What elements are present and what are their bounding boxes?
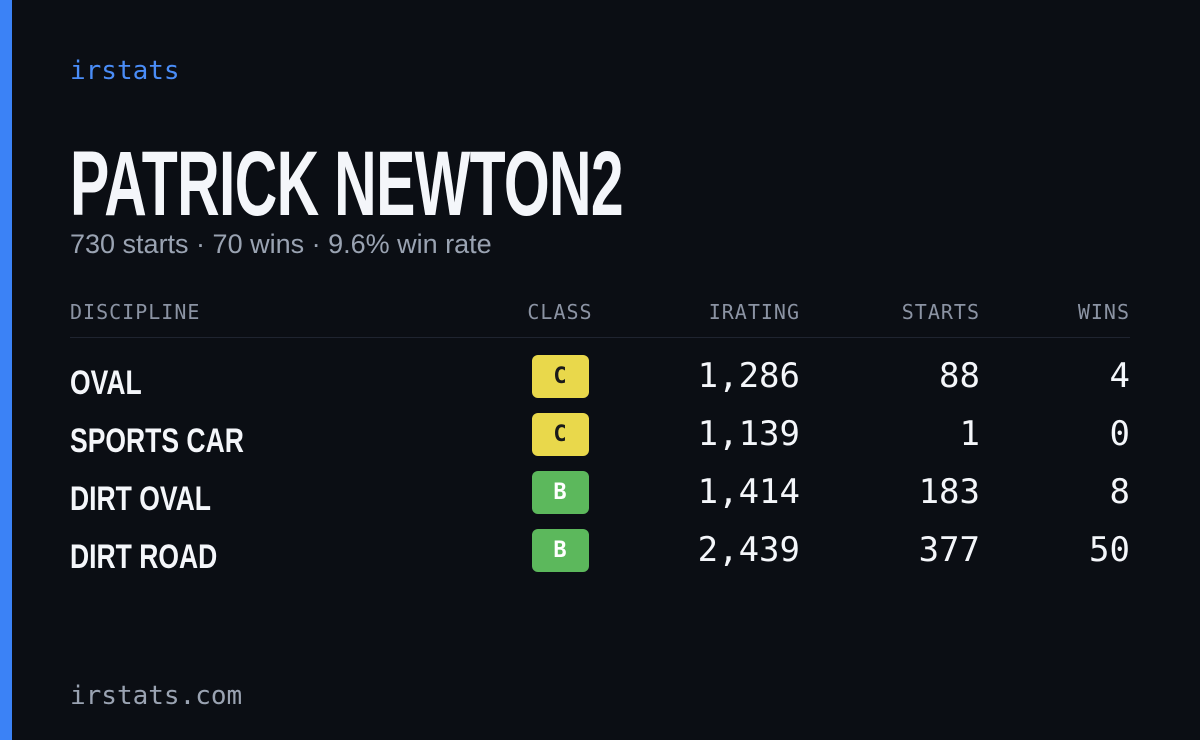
- irating: 1,414: [697, 472, 800, 512]
- starts: 377: [918, 530, 980, 570]
- starts: 1: [959, 414, 980, 454]
- column-header: STARTS: [901, 300, 980, 324]
- column-header: WINS: [1077, 300, 1130, 324]
- discipline: SPORTS CAR: [70, 422, 244, 460]
- discipline: OVAL: [70, 364, 142, 402]
- column-header: CLASS: [527, 300, 593, 324]
- class-badge: B: [531, 471, 589, 514]
- header-rule: [70, 337, 1130, 338]
- starts: 183: [918, 472, 980, 512]
- class-badge: B: [531, 529, 589, 572]
- wins: 50: [1089, 530, 1130, 570]
- discipline: DIRT OVAL: [70, 480, 211, 518]
- class-badge: C: [531, 355, 589, 398]
- wins: 8: [1109, 472, 1130, 512]
- class-badge: C: [531, 413, 589, 456]
- column-header: IRATING: [708, 300, 800, 324]
- wins: 0: [1109, 414, 1130, 454]
- starts: 88: [939, 356, 980, 396]
- irating: 2,439: [697, 530, 800, 570]
- accent-bar: [0, 0, 12, 740]
- title: PATRICK NEWTON2: [70, 133, 624, 235]
- irating: 1,286: [697, 356, 800, 396]
- irating: 1,139: [697, 414, 800, 454]
- brand: irstats: [70, 56, 180, 86]
- discipline: DIRT ROAD: [70, 538, 218, 576]
- subtitle: 730 starts · 70 wins · 9.6% win rate: [70, 229, 492, 259]
- footer-site: irstats.com: [70, 681, 243, 711]
- column-header: DISCIPLINE: [70, 300, 201, 324]
- wins: 4: [1109, 356, 1130, 396]
